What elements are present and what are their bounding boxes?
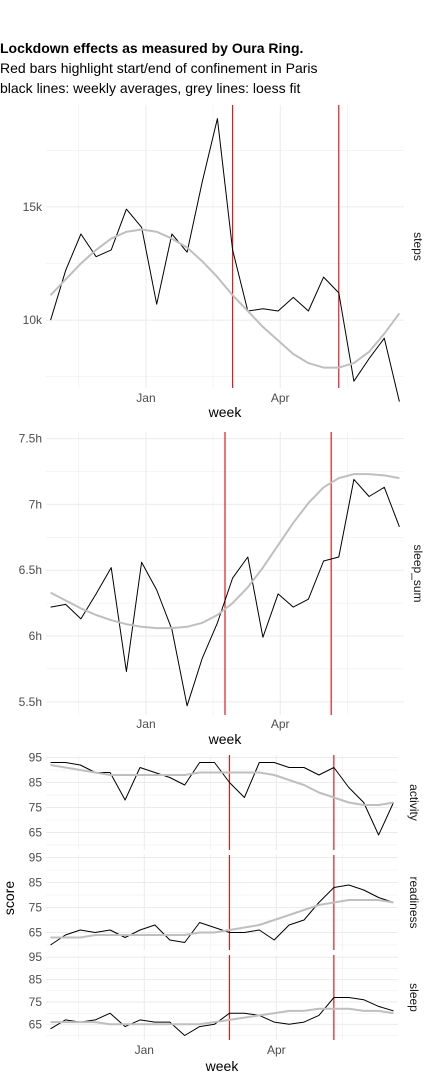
y-tick-label: 95: [29, 751, 43, 765]
y-axis-title-score: score: [1, 881, 17, 915]
loess-line: [50, 473, 400, 630]
y-tick-label: 85: [29, 876, 43, 890]
y-tick-label: 6.5h: [19, 563, 42, 577]
panel-readiness: 65 75 85 95 readiness: [29, 851, 421, 950]
facet-strip-label: sleep: [407, 983, 421, 1012]
y-tick-label: 85: [29, 776, 43, 790]
weekly-average-line: [50, 997, 394, 1036]
chart-title: Lockdown effects as measured by Oura Rin…: [0, 40, 304, 56]
weekly-average-line: [50, 884, 394, 946]
x-tick-label: Jan: [136, 717, 155, 731]
y-tick-label: 65: [29, 1017, 43, 1031]
facet-strip-label: steps: [411, 232, 425, 261]
y-tick-label: 7h: [29, 497, 42, 511]
y-tick-label: 6h: [29, 629, 42, 643]
y-tick-label: 5.5h: [19, 695, 42, 709]
y-tick-label: 75: [29, 995, 43, 1009]
y-tick-label: 95: [29, 851, 43, 865]
header: Lockdown effects as measured by Oura Rin…: [0, 38, 432, 98]
x-axis-title: week: [208, 404, 243, 420]
y-tick-label: 65: [29, 826, 43, 840]
loess-line: [50, 899, 394, 939]
y-tick-label: 85: [29, 973, 43, 987]
loess-line: [50, 764, 394, 806]
loess-line: [50, 1007, 394, 1026]
weekly-average-line: [50, 118, 400, 402]
x-tick-label: Apr: [267, 1043, 286, 1057]
weekly-average-line: [50, 478, 400, 707]
y-tick-label: 75: [29, 801, 43, 815]
facet-strip-label: readiness: [407, 876, 421, 928]
chart-subtitle-line1: Red bars highlight start/end of confinem…: [0, 60, 318, 76]
loess-line: [49, 228, 401, 369]
x-tick-label: Apr: [271, 391, 290, 405]
x-tick-label: Jan: [136, 391, 155, 405]
panel-steps: 10k 15k steps Jan Apr week: [23, 105, 425, 420]
y-tick-label: 10k: [23, 313, 43, 327]
facet-strip-label: activity: [407, 784, 421, 821]
y-tick-label: 95: [29, 950, 43, 964]
y-tick-label: 7.5h: [19, 432, 42, 446]
x-axis-title: week: [208, 731, 243, 747]
x-axis-title: week: [205, 1058, 240, 1074]
y-tick-label: 65: [29, 926, 43, 940]
chart-subtitle-line2: black lines: weekly averages, grey lines…: [0, 80, 301, 96]
y-tick-label: 75: [29, 901, 43, 915]
x-tick-label: Jan: [135, 1043, 154, 1057]
panel-activity: 65 75 85 95 activity: [29, 751, 421, 850]
facet-strip-label: sleep_sum: [411, 544, 425, 602]
panel-sleep_sum: 5.5h 6h 6.5h 7h 7.5h sleep_sum Jan Apr week: [19, 432, 425, 747]
x-tick-label: Apr: [271, 717, 290, 731]
y-tick-label: 15k: [23, 200, 43, 214]
panel-sleep: 65 75 85 95 sleep Jan Apr week: [29, 950, 421, 1074]
